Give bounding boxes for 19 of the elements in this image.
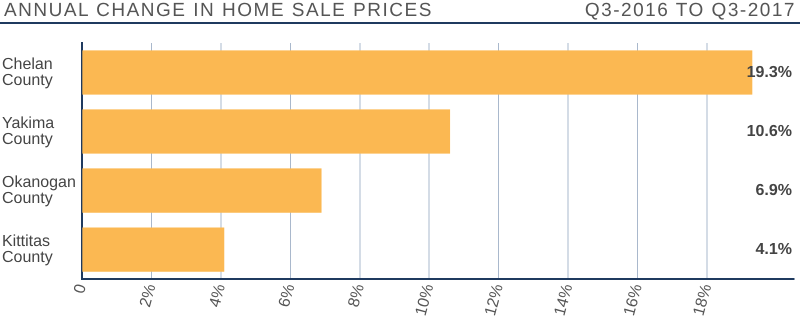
y-tick-label: Okanogan County (2, 174, 76, 207)
x-tick-label: 18% (690, 282, 716, 318)
x-tick-label: 6% (276, 282, 298, 310)
x-tick-label: 2% (137, 282, 160, 310)
y-tick-label: Kittitas County (2, 232, 53, 266)
x-tick-label: 12% (482, 282, 507, 318)
x-tick-label: 16% (621, 282, 646, 318)
data-label: 4.1% (756, 240, 792, 258)
x-tick-label: 10% (412, 282, 438, 318)
x-tick-label: 8% (345, 282, 368, 310)
y-tick-label: Yakima County (2, 114, 54, 148)
chart-title: ANNUAL CHANGE IN HOME SALE PRICES (4, 0, 433, 22)
x-tick-label: 4% (206, 282, 229, 310)
data-label: 6.9% (756, 182, 792, 199)
data-label: 10.6% (746, 122, 792, 140)
x-tick-label: 14% (552, 282, 576, 318)
chart-subtitle: Q3-2016 TO Q3-2017 (584, 0, 796, 22)
y-tick-label: Chelan County (2, 56, 53, 89)
x-tick-label: 0 (71, 282, 90, 296)
